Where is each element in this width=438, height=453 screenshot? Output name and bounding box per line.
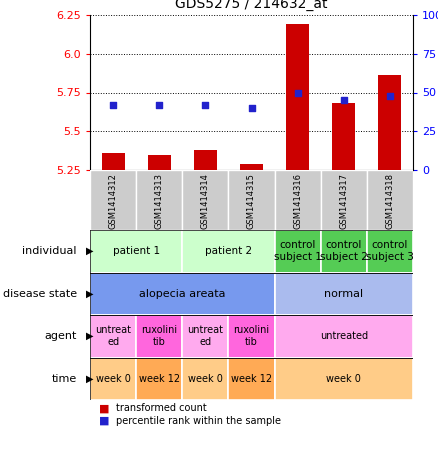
FancyBboxPatch shape bbox=[275, 170, 321, 230]
Bar bbox=[332, 103, 355, 170]
Text: ■: ■ bbox=[99, 416, 109, 426]
Text: control
subject 2: control subject 2 bbox=[320, 241, 368, 262]
FancyBboxPatch shape bbox=[275, 230, 321, 273]
Text: untreat
ed: untreat ed bbox=[187, 325, 223, 347]
Text: untreat
ed: untreat ed bbox=[95, 325, 131, 347]
Text: control
subject 1: control subject 1 bbox=[274, 241, 321, 262]
Text: patient 2: patient 2 bbox=[205, 246, 252, 256]
Text: control
subject 3: control subject 3 bbox=[366, 241, 414, 262]
FancyBboxPatch shape bbox=[275, 315, 413, 357]
Text: GSM1414314: GSM1414314 bbox=[201, 173, 210, 229]
FancyBboxPatch shape bbox=[90, 315, 136, 357]
Text: ▶: ▶ bbox=[85, 374, 93, 384]
Text: week 12: week 12 bbox=[139, 374, 180, 384]
Bar bbox=[286, 24, 309, 170]
FancyBboxPatch shape bbox=[90, 357, 136, 400]
FancyBboxPatch shape bbox=[136, 315, 182, 357]
Text: ■: ■ bbox=[99, 403, 109, 413]
FancyBboxPatch shape bbox=[182, 357, 229, 400]
Bar bbox=[194, 150, 217, 170]
Point bbox=[294, 89, 301, 96]
FancyBboxPatch shape bbox=[182, 170, 229, 230]
Text: week 0: week 0 bbox=[188, 374, 223, 384]
Text: GSM1414313: GSM1414313 bbox=[155, 173, 164, 229]
Point bbox=[110, 101, 117, 109]
Point bbox=[386, 92, 393, 99]
Text: ▶: ▶ bbox=[85, 289, 93, 299]
Text: ▶: ▶ bbox=[85, 331, 93, 341]
Bar bbox=[102, 153, 124, 170]
Text: percentile rank within the sample: percentile rank within the sample bbox=[116, 416, 281, 426]
FancyBboxPatch shape bbox=[90, 273, 275, 315]
Text: GSM1414317: GSM1414317 bbox=[339, 173, 348, 229]
FancyBboxPatch shape bbox=[136, 170, 182, 230]
Text: normal: normal bbox=[324, 289, 364, 299]
FancyBboxPatch shape bbox=[229, 357, 275, 400]
Text: week 12: week 12 bbox=[231, 374, 272, 384]
Text: ruxolini
tib: ruxolini tib bbox=[233, 325, 269, 347]
FancyBboxPatch shape bbox=[367, 230, 413, 273]
Title: GDS5275 / 214632_at: GDS5275 / 214632_at bbox=[175, 0, 328, 11]
Point bbox=[156, 101, 163, 109]
FancyBboxPatch shape bbox=[229, 315, 275, 357]
Text: GSM1414318: GSM1414318 bbox=[385, 173, 395, 229]
Bar bbox=[148, 154, 171, 170]
Text: agent: agent bbox=[45, 331, 77, 341]
FancyBboxPatch shape bbox=[90, 230, 182, 273]
Text: GSM1414315: GSM1414315 bbox=[247, 173, 256, 229]
Point bbox=[248, 104, 255, 111]
FancyBboxPatch shape bbox=[367, 170, 413, 230]
Text: disease state: disease state bbox=[3, 289, 77, 299]
Point bbox=[340, 96, 347, 104]
Text: transformed count: transformed count bbox=[116, 403, 207, 413]
Text: ▶: ▶ bbox=[85, 246, 93, 256]
Text: GSM1414316: GSM1414316 bbox=[293, 173, 302, 229]
Point bbox=[202, 101, 209, 109]
FancyBboxPatch shape bbox=[321, 170, 367, 230]
Text: individual: individual bbox=[22, 246, 77, 256]
FancyBboxPatch shape bbox=[229, 170, 275, 230]
Bar bbox=[378, 76, 402, 170]
FancyBboxPatch shape bbox=[90, 170, 136, 230]
Bar bbox=[240, 164, 263, 170]
FancyBboxPatch shape bbox=[321, 230, 367, 273]
FancyBboxPatch shape bbox=[275, 273, 413, 315]
FancyBboxPatch shape bbox=[182, 230, 275, 273]
Text: ruxolini
tib: ruxolini tib bbox=[141, 325, 177, 347]
Text: week 0: week 0 bbox=[95, 374, 131, 384]
FancyBboxPatch shape bbox=[136, 357, 182, 400]
FancyBboxPatch shape bbox=[182, 315, 229, 357]
Text: patient 1: patient 1 bbox=[113, 246, 160, 256]
Text: GSM1414312: GSM1414312 bbox=[109, 173, 117, 229]
FancyBboxPatch shape bbox=[275, 357, 413, 400]
Text: week 0: week 0 bbox=[326, 374, 361, 384]
Text: time: time bbox=[52, 374, 77, 384]
Text: alopecia areata: alopecia areata bbox=[139, 289, 226, 299]
Text: untreated: untreated bbox=[320, 331, 368, 341]
